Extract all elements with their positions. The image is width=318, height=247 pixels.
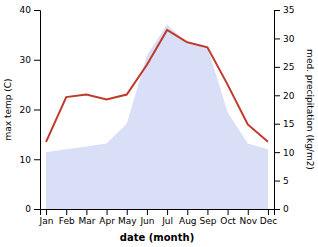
plot: Jan FebMar AprMayJun Jul AugSep OctNovDec 0 10 2… [3,5,315,243]
y2-tick: 5 [274,176,289,186]
x-tick-label: Mar [78,216,95,226]
y2-tick-label: 5 [283,176,289,186]
y-tick-mark [34,110,40,111]
x-tick-label: Jun [139,216,154,226]
y2-tick-mark [274,124,280,125]
x-tick-mark [207,209,208,215]
x-tick-mark [86,209,87,215]
y2-tick-mark [274,95,280,96]
y2-tick: 30 [274,34,295,44]
y2-tick-mark [274,209,280,210]
x-tick: Jun [139,209,154,226]
y-tick-label: 20 [20,105,32,115]
y-tick-mark [34,159,40,160]
x-tick-mark [46,209,47,215]
y-tick-mark [34,10,40,11]
x-tick: Mar [78,209,95,226]
line [46,30,268,142]
y-tick-label: 30 [20,55,32,65]
y2-tick-label: 0 [283,204,289,214]
y-axis: 0 10 20 30 40 [20,5,41,214]
y-tick: 20 [20,105,40,115]
y-tick-mark [34,60,40,61]
x-tick-mark [107,209,108,215]
y2-tick-mark [274,38,280,39]
x-tick: Nov [239,209,257,226]
x-tick-label: Nov [239,216,257,226]
y2-tick-mark [274,152,280,153]
x-tick-label: Aug [179,216,197,226]
y-tick: 30 [20,55,40,65]
x-axis-line [41,210,275,216]
chart: Jan FebMar AprMayJun Jul AugSep OctNovDec 0 10 2… [0,0,318,247]
y2-tick: 25 [274,62,294,72]
y2-tick: 20 [274,91,295,101]
x-tick-mark [147,209,148,215]
x-tick: Feb [59,209,75,226]
x-tick: Dec [260,209,277,226]
y2-axis-title: med. precipitation (kg/m2) [305,49,315,170]
x-tick-mark [228,209,229,215]
x-tick-label: Sep [199,216,216,226]
x-tick: May [118,209,137,226]
y2-tick-label: 35 [283,5,294,15]
y2-tick-label: 30 [283,34,295,44]
y2-axis-line [275,11,281,210]
y2-tick-mark [274,67,280,68]
y2-tick-label: 20 [283,91,295,101]
x-tick: Sep [199,209,216,226]
y-tick: 10 [20,155,40,165]
y-tick: 40 [20,5,40,15]
area [46,24,268,209]
x-tick: Jul [161,209,173,226]
marks [46,24,268,209]
y-tick-mark [34,209,40,210]
y-tick: 0 [25,204,40,214]
x-tick-label: Oct [220,216,236,226]
y2-tick-mark [274,10,280,11]
y2-tick: 15 [274,119,294,129]
x-tick-label: Apr [99,216,115,226]
y2-tick: 10 [274,148,295,158]
y-tick-label: 40 [20,5,32,15]
x-tick-label: Jan [39,216,54,226]
x-tick-label: Feb [59,216,75,226]
x-tick: Aug [179,209,197,226]
y-axis-title: max temp (C) [3,78,13,140]
y2-tick-label: 25 [283,62,294,72]
y-tick-label: 0 [25,204,31,214]
y2-axis: 0 5 10 15 20 25 30 35 [274,5,295,214]
y2-tick-mark [274,181,280,182]
y-axis-line [34,11,41,210]
x-axis: Jan FebMar AprMayJun Jul AugSep OctNovDec [39,209,278,226]
x-tick-label: Jul [161,216,173,226]
x-tick-mark [268,209,269,215]
y-tick-label: 10 [20,155,32,165]
x-tick-mark [167,209,168,215]
y2-tick-label: 10 [283,148,295,158]
x-tick: Apr [99,209,115,226]
x-tick-mark [66,209,67,215]
y2-tick: 0 [274,204,289,214]
x-tick-mark [127,209,128,215]
y2-tick-label: 15 [283,119,294,129]
x-tick: Oct [220,209,236,226]
x-tick-label: Dec [260,216,277,226]
x-axis-title: date (month) [120,232,194,243]
x-tick-label: May [118,216,137,226]
x-tick-mark [248,209,249,215]
x-tick: Jan [39,209,54,226]
y2-tick: 35 [274,5,294,15]
x-tick-mark [187,209,188,215]
